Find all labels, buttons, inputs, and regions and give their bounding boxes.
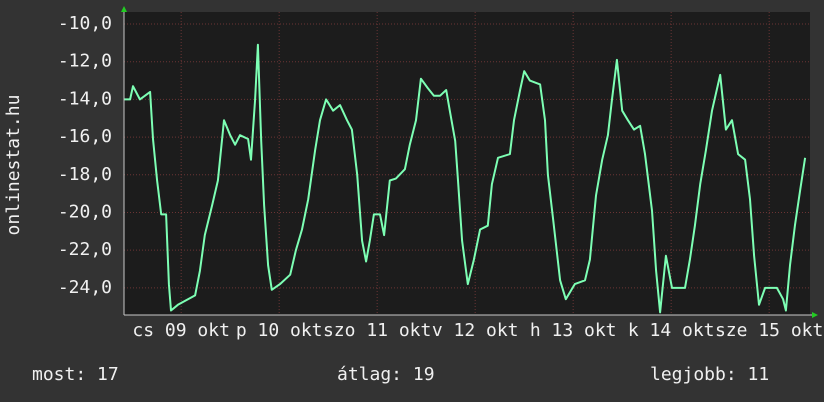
stat-average: átlag: 19 [337, 364, 435, 385]
plot-area [124, 12, 810, 315]
y-tick-label: -14,0 [58, 88, 112, 109]
x-tick-label: k 14 okt [628, 320, 715, 341]
y-tick-label: -22,0 [58, 239, 112, 260]
x-arrow [812, 312, 818, 318]
y-tick-label: -18,0 [58, 164, 112, 185]
y-tick-label: -12,0 [58, 51, 112, 72]
x-tick-label: v 12 okt [432, 320, 519, 341]
marks [124, 12, 810, 315]
x-tick-label: p 10 okt [236, 320, 323, 341]
y-arrow [121, 6, 127, 12]
y-tick-label: -20,0 [58, 201, 112, 222]
y-axis-label: onlinestat.hu [3, 95, 24, 236]
y-tick-label: -10,0 [58, 13, 112, 34]
y-tick-label: -16,0 [58, 126, 112, 147]
data-line [124, 43, 807, 314]
y-tick-label: -24,0 [58, 277, 112, 298]
x-tick-label: szo 11 okt [323, 320, 431, 341]
x-tick-label: h 13 okt [530, 320, 617, 341]
stat-current: most: 17 [32, 364, 119, 385]
x-tick-label: cs 09 okt [132, 320, 230, 341]
x-tick-label: sze 15 okt [715, 320, 823, 341]
stat-best: legjobb: 11 [650, 364, 769, 385]
